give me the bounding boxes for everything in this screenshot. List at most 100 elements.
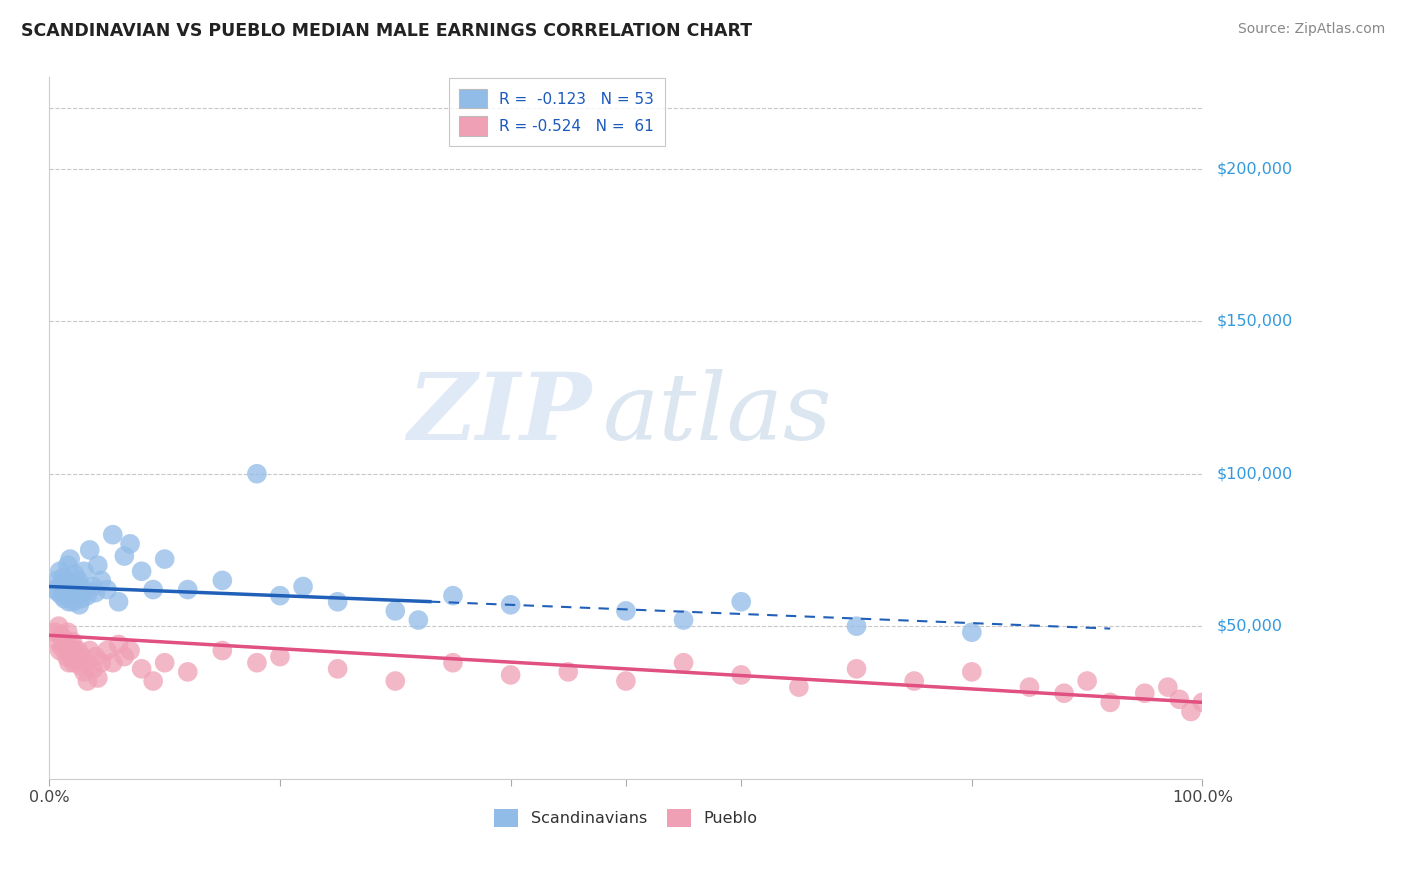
Point xyxy=(96,582,118,597)
Point xyxy=(58,656,80,670)
Point xyxy=(441,589,464,603)
Point xyxy=(82,662,104,676)
Point xyxy=(84,585,107,599)
Point xyxy=(1053,686,1076,700)
Point xyxy=(55,580,77,594)
Point xyxy=(49,628,72,642)
Text: $50,000: $50,000 xyxy=(1216,619,1282,633)
Point xyxy=(52,570,75,584)
Point xyxy=(557,665,579,679)
Point xyxy=(48,643,70,657)
Point xyxy=(62,656,84,670)
Legend: Scandinavians, Pueblo: Scandinavians, Pueblo xyxy=(488,803,763,834)
Point xyxy=(1018,680,1040,694)
Point xyxy=(101,656,124,670)
Point xyxy=(87,558,110,573)
Point xyxy=(87,671,110,685)
Point xyxy=(787,680,810,694)
Point xyxy=(131,662,153,676)
Point xyxy=(246,656,269,670)
Text: $150,000: $150,000 xyxy=(1216,314,1292,329)
Point xyxy=(62,595,84,609)
Point xyxy=(73,564,96,578)
Point xyxy=(70,591,93,606)
Point xyxy=(52,632,75,646)
Point xyxy=(46,574,69,588)
Point xyxy=(730,595,752,609)
Point xyxy=(53,591,76,606)
Point xyxy=(120,537,142,551)
Point xyxy=(614,604,637,618)
Point xyxy=(1099,695,1122,709)
Point xyxy=(112,649,135,664)
Point xyxy=(63,567,86,582)
Point xyxy=(96,643,118,657)
Point xyxy=(112,549,135,563)
Point xyxy=(142,582,165,597)
Point xyxy=(499,598,522,612)
Point xyxy=(101,527,124,541)
Point xyxy=(67,598,90,612)
Point xyxy=(269,589,291,603)
Point xyxy=(73,665,96,679)
Point xyxy=(44,582,66,597)
Point xyxy=(177,582,200,597)
Point xyxy=(384,604,406,618)
Point xyxy=(269,649,291,664)
Point xyxy=(67,643,90,657)
Point xyxy=(672,613,695,627)
Point xyxy=(292,580,315,594)
Point xyxy=(408,613,430,627)
Point xyxy=(1076,673,1098,688)
Text: Source: ZipAtlas.com: Source: ZipAtlas.com xyxy=(1237,22,1385,37)
Point xyxy=(79,543,101,558)
Point xyxy=(384,673,406,688)
Point xyxy=(79,643,101,657)
Point xyxy=(142,673,165,688)
Point xyxy=(62,576,84,591)
Point xyxy=(82,580,104,594)
Point xyxy=(1180,705,1202,719)
Text: $100,000: $100,000 xyxy=(1216,467,1292,481)
Point xyxy=(60,649,83,664)
Point xyxy=(58,595,80,609)
Point xyxy=(62,634,84,648)
Point xyxy=(59,552,82,566)
Text: $200,000: $200,000 xyxy=(1216,161,1292,177)
Point xyxy=(153,656,176,670)
Point xyxy=(177,665,200,679)
Point xyxy=(70,649,93,664)
Point xyxy=(131,564,153,578)
Point xyxy=(76,673,98,688)
Point xyxy=(107,595,129,609)
Point xyxy=(730,668,752,682)
Point xyxy=(903,673,925,688)
Point xyxy=(960,665,983,679)
Point xyxy=(84,649,107,664)
Point xyxy=(90,656,112,670)
Point xyxy=(49,576,72,591)
Point xyxy=(211,643,233,657)
Point xyxy=(672,656,695,670)
Point xyxy=(69,580,91,594)
Point xyxy=(56,625,79,640)
Point xyxy=(441,656,464,670)
Point xyxy=(65,653,87,667)
Point xyxy=(53,637,76,651)
Point xyxy=(1133,686,1156,700)
Point xyxy=(44,625,66,640)
Point xyxy=(211,574,233,588)
Point xyxy=(48,564,70,578)
Point xyxy=(326,662,349,676)
Point xyxy=(153,552,176,566)
Point xyxy=(59,637,82,651)
Point xyxy=(69,658,91,673)
Point xyxy=(107,637,129,651)
Point xyxy=(960,625,983,640)
Text: SCANDINAVIAN VS PUEBLO MEDIAN MALE EARNINGS CORRELATION CHART: SCANDINAVIAN VS PUEBLO MEDIAN MALE EARNI… xyxy=(21,22,752,40)
Text: atlas: atlas xyxy=(603,369,832,459)
Point xyxy=(90,574,112,588)
Point xyxy=(66,589,89,603)
Point xyxy=(65,582,87,597)
Point xyxy=(46,634,69,648)
